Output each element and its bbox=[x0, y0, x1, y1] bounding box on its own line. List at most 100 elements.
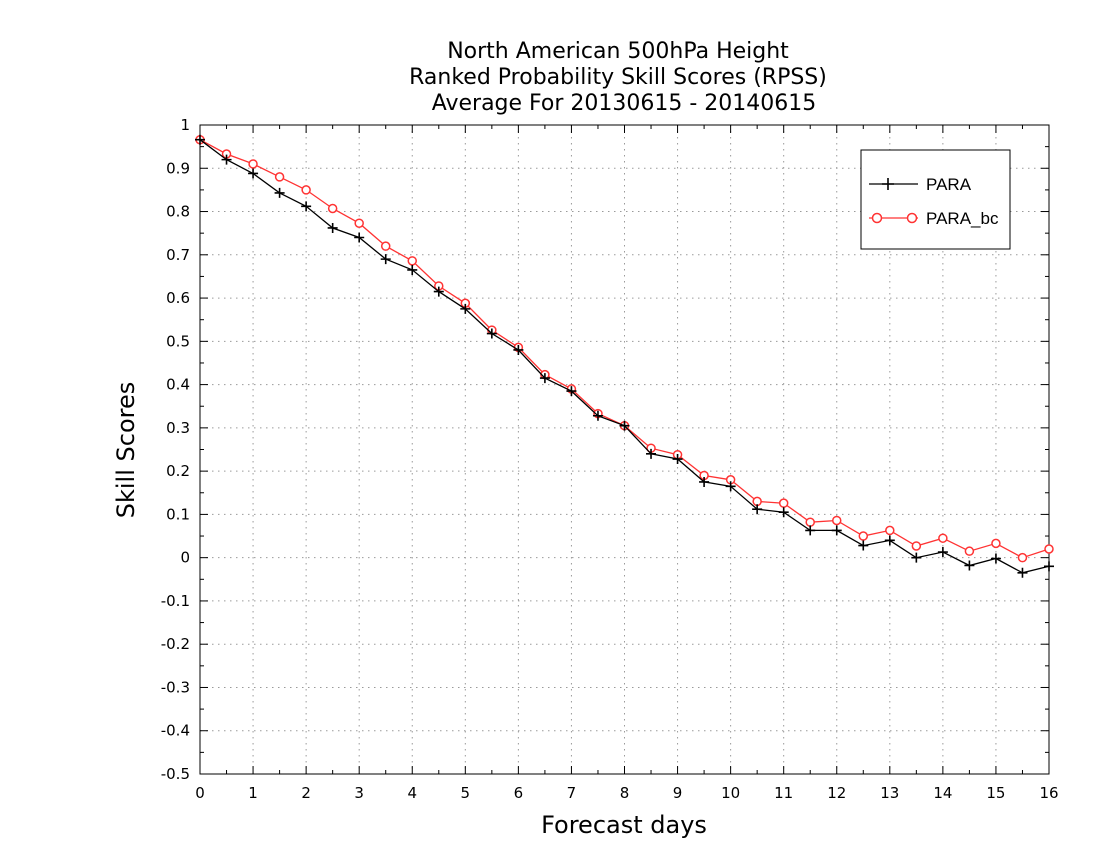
data-point-para bbox=[407, 264, 418, 275]
data-point-para bbox=[248, 168, 259, 179]
data-point-para-bc bbox=[354, 218, 364, 228]
y-tick-label: 0.3 bbox=[166, 419, 190, 437]
x-tick-label: 1 bbox=[248, 784, 258, 802]
data-point-para bbox=[725, 481, 736, 492]
x-tick-label: 5 bbox=[461, 784, 471, 802]
y-axis-label: Skill Scores bbox=[112, 382, 140, 519]
y-tick-label: 0.2 bbox=[166, 462, 190, 480]
x-axis-label: Forecast days bbox=[541, 811, 707, 839]
data-point-para-bc bbox=[832, 515, 842, 526]
data-point-para bbox=[274, 187, 285, 198]
data-point-para bbox=[619, 420, 630, 431]
data-point-para bbox=[937, 547, 948, 558]
data-point-para bbox=[672, 454, 683, 465]
x-tick-label: 0 bbox=[195, 784, 205, 802]
data-point-para bbox=[990, 553, 1001, 564]
data-point-para bbox=[858, 540, 869, 551]
x-tick-label: 14 bbox=[933, 784, 952, 802]
legend-para-bc-label: PARA_bc bbox=[926, 209, 999, 228]
x-tick-label: 7 bbox=[567, 784, 577, 802]
data-point-para bbox=[460, 303, 471, 314]
grid bbox=[200, 125, 1049, 774]
data-point-para bbox=[805, 525, 816, 536]
y-tick-label: 0.1 bbox=[166, 505, 190, 523]
legend: PARA PARA_bc bbox=[860, 149, 1011, 250]
data-point-para bbox=[221, 154, 232, 165]
legend-para-bc-marker-right bbox=[906, 212, 918, 224]
chart-title-line-2: Ranked Probability Skill Scores (RPSS) bbox=[409, 65, 827, 90]
data-point-para bbox=[884, 535, 895, 546]
y-tick-label: 0 bbox=[180, 549, 190, 567]
data-point-para-bc bbox=[964, 546, 975, 556]
data-point-para-bc bbox=[274, 172, 285, 182]
data-point-para bbox=[195, 134, 205, 145]
data-point-para-bc bbox=[911, 541, 922, 551]
data-point-para-bc bbox=[407, 256, 417, 266]
data-point-para-bc bbox=[778, 498, 789, 508]
axis-ticks: 0 1 2 3 4 5 6 7 8 9 10 11 12 13 14 15 16-0.5-0.4-0.3-0.2… bbox=[161, 116, 1059, 802]
x-tick-label: 12 bbox=[827, 784, 846, 802]
data-point-para-bc bbox=[248, 159, 258, 169]
series-layer bbox=[195, 134, 1054, 578]
data-point-para bbox=[646, 448, 657, 459]
x-tick-label: 6 bbox=[514, 784, 524, 802]
data-point-para-bc bbox=[327, 203, 338, 214]
x-tick-label: 3 bbox=[354, 784, 364, 802]
data-point-para-bc bbox=[301, 185, 311, 195]
data-point-para bbox=[1044, 561, 1054, 572]
data-point-para bbox=[486, 328, 497, 339]
y-tick-label: 1 bbox=[180, 116, 190, 134]
x-tick-label: 4 bbox=[407, 784, 417, 802]
x-tick-label: 15 bbox=[986, 784, 1005, 802]
x-tick-label: 11 bbox=[774, 784, 793, 802]
x-tick-label: 2 bbox=[301, 784, 311, 802]
data-point-para bbox=[831, 525, 842, 536]
data-point-para-bc bbox=[805, 517, 815, 527]
data-point-para-bc bbox=[885, 525, 895, 536]
data-point-para bbox=[592, 410, 603, 421]
data-point-para bbox=[1017, 567, 1028, 578]
y-tick-label: -0.4 bbox=[161, 722, 190, 740]
data-point-para bbox=[433, 286, 444, 297]
legend-box bbox=[860, 149, 1011, 250]
x-tick-label: 9 bbox=[673, 784, 683, 802]
data-point-para bbox=[354, 232, 365, 243]
y-tick-label: -0.2 bbox=[161, 635, 190, 653]
data-point-para bbox=[513, 344, 524, 355]
y-tick-label: -0.3 bbox=[161, 678, 190, 696]
data-point-para-bc bbox=[1017, 552, 1028, 563]
y-tick-label: 0.6 bbox=[166, 289, 190, 307]
x-tick-label: 8 bbox=[620, 784, 630, 802]
y-tick-label: 0.7 bbox=[166, 246, 190, 264]
chart-title-line-3: Average For 20130615 - 20140615 bbox=[432, 91, 817, 116]
data-point-para bbox=[327, 222, 338, 233]
legend-para-label: PARA bbox=[926, 175, 972, 194]
data-point-para bbox=[301, 201, 312, 212]
data-point-para-bc bbox=[1044, 544, 1054, 554]
data-point-para-bc bbox=[380, 241, 391, 251]
y-tick-label: 0.5 bbox=[166, 332, 190, 350]
data-point-para-bc bbox=[991, 538, 1001, 549]
series-para bbox=[195, 134, 1054, 578]
chart-title-line-1: North American 500hPa Height bbox=[447, 39, 789, 64]
x-tick-label: 13 bbox=[880, 784, 899, 802]
data-point-para bbox=[911, 552, 922, 563]
y-tick-label: -0.1 bbox=[161, 592, 190, 610]
data-point-para bbox=[778, 507, 789, 518]
data-point-para bbox=[964, 560, 975, 571]
data-point-para bbox=[566, 386, 577, 397]
y-tick-label: 0.4 bbox=[166, 376, 190, 394]
y-tick-label: -0.5 bbox=[161, 765, 190, 783]
y-tick-label: 0.9 bbox=[166, 159, 190, 177]
data-point-para bbox=[539, 373, 550, 384]
legend-para-marker bbox=[882, 178, 894, 190]
y-tick-label: 0.8 bbox=[166, 203, 190, 221]
data-point-para bbox=[752, 504, 763, 515]
data-point-para bbox=[380, 254, 391, 265]
x-tick-label: 10 bbox=[721, 784, 740, 802]
data-point-para-bc bbox=[858, 531, 869, 541]
data-point-para bbox=[699, 476, 710, 487]
data-point-para-bc bbox=[938, 533, 948, 543]
x-tick-label: 16 bbox=[1039, 784, 1058, 802]
